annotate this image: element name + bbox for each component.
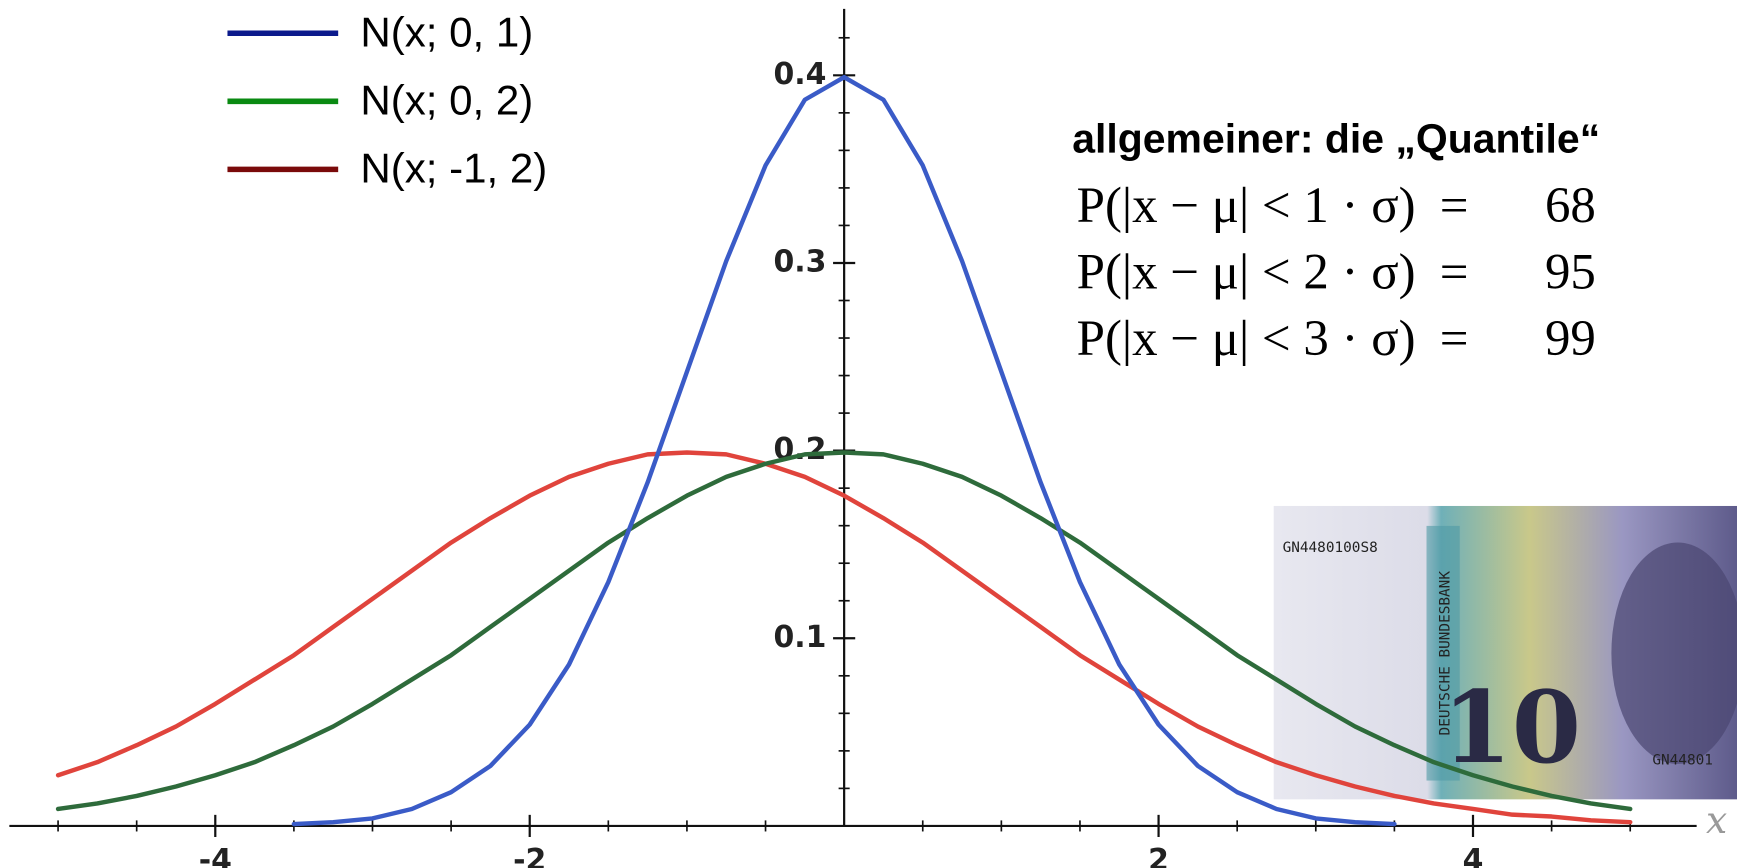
banknote-serial-right: GN44801 [1652, 753, 1713, 769]
equation-sign: = [1440, 178, 1469, 234]
equation-lhs: P(|x − μ| < 2 · σ) [1077, 244, 1416, 300]
x-axis-label: x [1706, 798, 1727, 842]
annotation-title: allgemeiner: die „Quantile“ [1072, 116, 1600, 162]
y-tick-label: 0.1 [773, 620, 826, 655]
banknote: GN4480100S8 DEUTSCHE BUNDESBANK 10 GN448… [1273, 505, 1737, 800]
legend-label: N(x; 0, 2) [360, 77, 533, 124]
equation-lhs: P(|x − μ| < 1 · σ) [1077, 178, 1416, 234]
equation-lhs: P(|x − μ| < 3 · σ) [1077, 311, 1416, 367]
equation-rhs: 99 [1545, 311, 1596, 367]
equation-sign: = [1440, 311, 1469, 367]
curve [55, 450, 1633, 812]
equation-rhs: 95 [1545, 244, 1596, 300]
equation-sign: = [1440, 244, 1469, 300]
y-tick-label: 0.3 [773, 244, 826, 279]
x-tick-label: -2 [513, 843, 546, 868]
curve [55, 450, 1633, 825]
banknote-strip [1426, 525, 1460, 781]
x-tick-label: 2 [1148, 843, 1169, 868]
equation-rhs: 68 [1545, 178, 1596, 234]
x-tick-label: 4 [1463, 843, 1484, 868]
x-tick-label: -4 [199, 843, 232, 868]
legend-label: N(x; -1, 2) [360, 145, 547, 192]
banknote-serial: GN4480100S8 [1283, 540, 1378, 556]
banknote-bank: DEUTSCHE BUNDESBANK [1437, 571, 1453, 736]
legend-label: N(x; 0, 1) [360, 9, 533, 56]
curve [291, 74, 1397, 827]
y-tick-label: 0.4 [773, 57, 826, 92]
banknote-denomination: 10 [1442, 669, 1581, 786]
banknote-portrait [1611, 542, 1737, 764]
